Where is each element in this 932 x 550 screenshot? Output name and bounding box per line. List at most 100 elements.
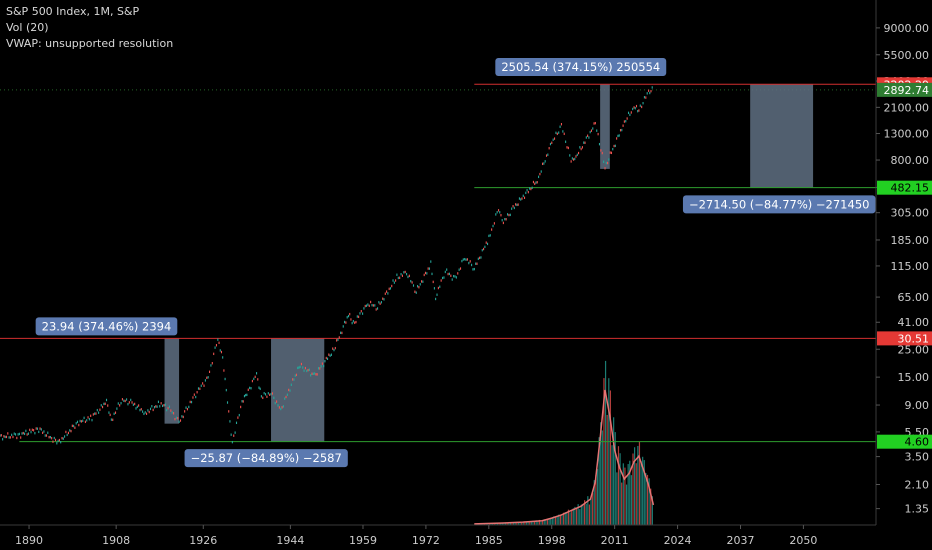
price-axis-badge-text: 30.51: [898, 332, 930, 345]
price-candle: [412, 284, 415, 287]
volume-bar: [603, 378, 605, 525]
measure-label[interactable]: −25.87 (−84.89%) −2587: [184, 449, 348, 468]
price-candle: [446, 268, 448, 271]
volume-bar: [548, 518, 550, 525]
price-axis[interactable]: 9000.005500.003400.002100.001300.00800.0…: [875, 0, 932, 550]
price-candle: [20, 436, 22, 439]
price-candle: [130, 398, 132, 402]
price-axis-badge: 4.60: [877, 434, 932, 449]
measure-label[interactable]: 23.94 (374.46%) 2394: [35, 317, 178, 336]
price-candle: [486, 242, 489, 246]
price-candle: [51, 437, 53, 440]
price-candle: [436, 293, 438, 296]
volume-bar: [533, 521, 536, 525]
price-candle: [464, 257, 466, 261]
volume-bar: [508, 522, 510, 525]
y-tick-label: 305.00: [891, 207, 930, 220]
price-candle: [61, 436, 63, 440]
price-candle: [415, 291, 417, 294]
price-candle: [163, 404, 165, 407]
price-axis-badge-box: [877, 331, 932, 346]
y-tick-label: 15.00: [898, 371, 930, 384]
volume-bar: [553, 516, 555, 525]
price-candle: [351, 321, 353, 325]
price-candle: [71, 424, 73, 428]
price-candle: [391, 284, 393, 288]
volume-bar: [622, 463, 624, 525]
price-candle: [224, 377, 226, 381]
price-candle: [573, 158, 575, 161]
price-candle: [518, 197, 520, 200]
price-candle: [217, 338, 219, 341]
price-candle: [621, 128, 623, 132]
volume-bar: [501, 522, 503, 525]
price-candle: [355, 320, 357, 324]
price-candle: [593, 122, 595, 125]
price-candle: [193, 393, 195, 396]
price-candle: [386, 290, 388, 293]
price-candle: [583, 141, 585, 144]
price-candle: [623, 120, 625, 123]
price-candle: [220, 350, 223, 354]
volume-bar: [648, 478, 650, 525]
price-candle: [400, 273, 402, 276]
y-tick-label: 2100.00: [884, 101, 930, 114]
measure-label-text: 23.94 (374.46%) 2394: [42, 319, 172, 333]
price-candle: [472, 268, 474, 271]
price-candle: [383, 298, 385, 301]
legend-volume[interactable]: Vol (20): [6, 21, 49, 34]
price-candle: [366, 304, 368, 307]
price-candle: [281, 406, 283, 409]
price-axis-badge: 30.51: [877, 331, 932, 346]
y-tick-label: 25.00: [898, 343, 930, 356]
price-candle: [65, 430, 67, 434]
price-candle: [473, 267, 475, 271]
price-candle: [570, 160, 572, 163]
price-candle: [126, 398, 128, 401]
price-candle: [612, 147, 614, 151]
price-candle: [328, 353, 330, 356]
price-candle: [70, 429, 72, 433]
price-candle: [157, 400, 159, 404]
price-candle: [203, 384, 205, 387]
price-candle: [159, 405, 161, 408]
volume-bar: [525, 521, 528, 525]
price-candle: [609, 151, 611, 154]
price-candle: [13, 432, 15, 435]
price-candle: [462, 258, 464, 261]
price-candle: [304, 366, 306, 370]
price-candle: [616, 137, 618, 140]
volume-bar: [627, 464, 629, 525]
legend-title[interactable]: S&P 500 Index, 1M, S&P: [6, 5, 140, 18]
price-candle: [260, 395, 262, 398]
volume-bar: [650, 488, 652, 525]
volume-bar: [516, 521, 518, 525]
measure-label[interactable]: 2505.54 (374.15%) 250554: [495, 57, 667, 76]
price-candle: [648, 89, 650, 92]
price-candle: [649, 91, 651, 95]
price-candle: [300, 362, 302, 366]
price-candle: [622, 124, 624, 127]
time-axis[interactable]: 1890 1908 1926 1944 1959 1972 1985 1998 2011 2024…: [0, 524, 876, 547]
price-candle: [3, 435, 5, 438]
price-candle: [298, 366, 300, 369]
price-candle: [273, 396, 275, 400]
price-candle: [364, 304, 366, 308]
price-candle: [247, 388, 249, 391]
price-candle: [119, 404, 121, 407]
legend-vwap[interactable]: VWAP: unsupported resolution: [6, 37, 174, 50]
price-candle: [208, 370, 211, 374]
price-candle: [17, 433, 19, 436]
price-candle: [352, 319, 354, 323]
price-candle: [495, 213, 497, 216]
price-candle: [94, 412, 96, 415]
volume-bar: [571, 509, 573, 525]
measure-label[interactable]: −2714.50 (−84.77%) −271450: [682, 195, 876, 214]
price-candle: [544, 160, 546, 163]
price-candle: [0, 434, 1, 437]
price-candle: [650, 89, 652, 93]
price-candle: [286, 393, 288, 396]
price-candle: [303, 369, 305, 372]
